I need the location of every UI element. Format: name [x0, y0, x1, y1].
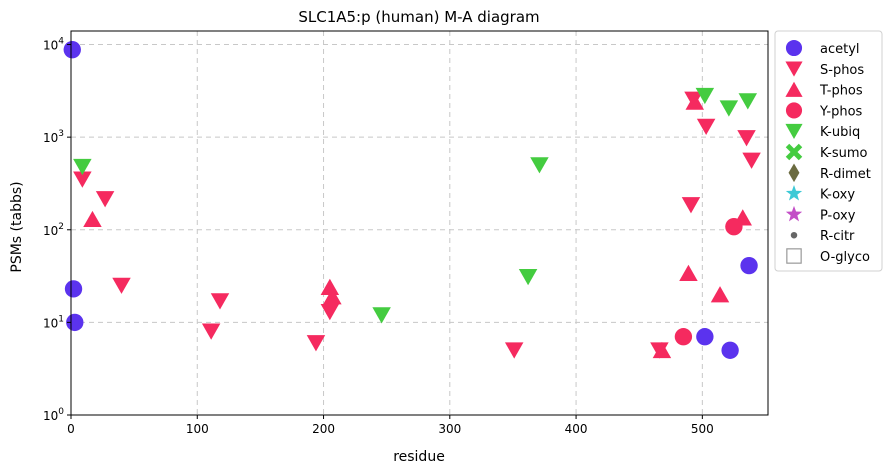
- data-point-t-phos: [323, 288, 342, 305]
- legend-item-o-glyco: O-glyco: [786, 248, 870, 265]
- data-point-s-phos: [306, 335, 326, 352]
- data-point-acetyl: [740, 256, 758, 275]
- data-point-s-phos: [112, 277, 131, 294]
- y-axis-label: PSMs (tabbs): [9, 181, 25, 272]
- data-point-s-phos: [95, 191, 115, 208]
- data-point-acetyl: [63, 40, 81, 59]
- data-point-acetyl: [721, 341, 739, 359]
- data-point-t-phos: [685, 93, 705, 110]
- data-points: [63, 40, 761, 359]
- y-tick-label: 103: [43, 129, 64, 145]
- legend-marker: [786, 248, 802, 264]
- legend-item-r-citr: R-citr: [790, 229, 855, 244]
- data-point-t-phos: [710, 286, 730, 303]
- legend-marker: [788, 163, 800, 183]
- legend-item-t-phos: T-phos: [785, 81, 863, 99]
- legend-label: T-phos: [819, 84, 863, 99]
- legend-item-k-ubiq: K-ubiq: [785, 123, 860, 140]
- legend-item-s-phos: S-phos: [785, 61, 864, 78]
- data-point-s-phos: [681, 197, 701, 214]
- data-point-k-ubiq: [738, 93, 758, 110]
- data-point-acetyl: [696, 328, 714, 346]
- x-axis-label: residue: [393, 449, 445, 465]
- data-point-acetyl: [64, 280, 83, 298]
- legend-item-k-sumo: K-sumo: [785, 143, 868, 161]
- legend-label: P-oxy: [820, 208, 856, 223]
- y-tick-label: 104: [43, 37, 64, 53]
- legend-label: acetyl: [820, 42, 860, 57]
- x-tick-label: 100: [186, 422, 209, 436]
- data-point-t-phos: [320, 278, 340, 296]
- y-tick-label: 101: [43, 314, 64, 330]
- data-point-k-ubiq: [73, 158, 92, 176]
- legend-marker: [785, 123, 803, 139]
- data-point-s-phos: [320, 303, 340, 321]
- legend-item-p-oxy: P-oxy: [785, 205, 856, 223]
- x-tick-label: 300: [438, 422, 461, 436]
- legend-item-k-oxy: K-oxy: [785, 185, 855, 203]
- legend-marker: [785, 205, 803, 222]
- data-point-k-ubiq: [530, 157, 549, 174]
- data-point-s-phos: [210, 293, 230, 310]
- data-point-y-phos: [674, 328, 693, 346]
- data-point-s-phos: [504, 342, 524, 359]
- legend-marker: [785, 185, 803, 201]
- legend-label: S-phos: [820, 63, 864, 78]
- x-axis-ticks: 0 100 200 300 400 500: [67, 415, 714, 436]
- x-tick-label: 400: [565, 422, 588, 436]
- plot-frame: [70, 30, 769, 416]
- chart-title: SLC1A5:p (human) M-A diagram: [298, 8, 539, 26]
- data-point-s-phos: [737, 130, 756, 147]
- y-axis-ticks: 100 101 102 103 104: [43, 37, 71, 423]
- data-point-t-phos: [679, 264, 698, 281]
- data-point-k-ubiq: [719, 100, 739, 117]
- y-tick-label: 102: [43, 222, 64, 238]
- legend-label: K-ubiq: [820, 125, 860, 140]
- legend-label: R-citr: [820, 229, 855, 244]
- legend-marker: [790, 231, 798, 239]
- data-point-acetyl: [66, 313, 84, 332]
- legend-marker: [785, 61, 803, 77]
- x-tick-label: 500: [691, 422, 714, 436]
- x-tick-label: 200: [312, 422, 335, 436]
- legend-label: K-sumo: [820, 146, 868, 161]
- data-point-k-ubiq: [695, 87, 715, 105]
- y-tick-label: 100: [43, 407, 64, 423]
- legend-label: K-oxy: [820, 188, 855, 203]
- legend-frame: [774, 30, 883, 272]
- legend-marker: [785, 102, 803, 119]
- data-point-k-ubiq: [518, 269, 538, 286]
- data-point-t-phos: [652, 341, 672, 359]
- legend-label: O-glyco: [820, 250, 870, 265]
- legend-item-r-dimet: R-dimet: [788, 163, 871, 183]
- data-point-s-phos: [742, 152, 761, 169]
- data-point-s-phos: [201, 323, 221, 340]
- data-point-k-ubiq: [372, 307, 391, 324]
- data-point-y-phos: [725, 217, 743, 236]
- legend-marker: [785, 81, 803, 97]
- legend-label: R-dimet: [820, 167, 871, 182]
- legend-marker: [785, 39, 803, 57]
- legend-marker: [785, 143, 803, 161]
- legend-item-acetyl: acetyl: [785, 39, 860, 57]
- data-point-s-phos: [73, 171, 92, 188]
- x-tick-label: 0: [67, 422, 75, 436]
- data-point-s-phos: [696, 118, 716, 135]
- legend-item-y-phos: Y-phos: [785, 102, 863, 119]
- data-point-t-phos: [83, 210, 102, 228]
- legend-label: Y-phos: [819, 104, 863, 119]
- legend: acetyl S-phos T-phos Y-phos K-ubiq K-sumo R-di…: [774, 30, 883, 272]
